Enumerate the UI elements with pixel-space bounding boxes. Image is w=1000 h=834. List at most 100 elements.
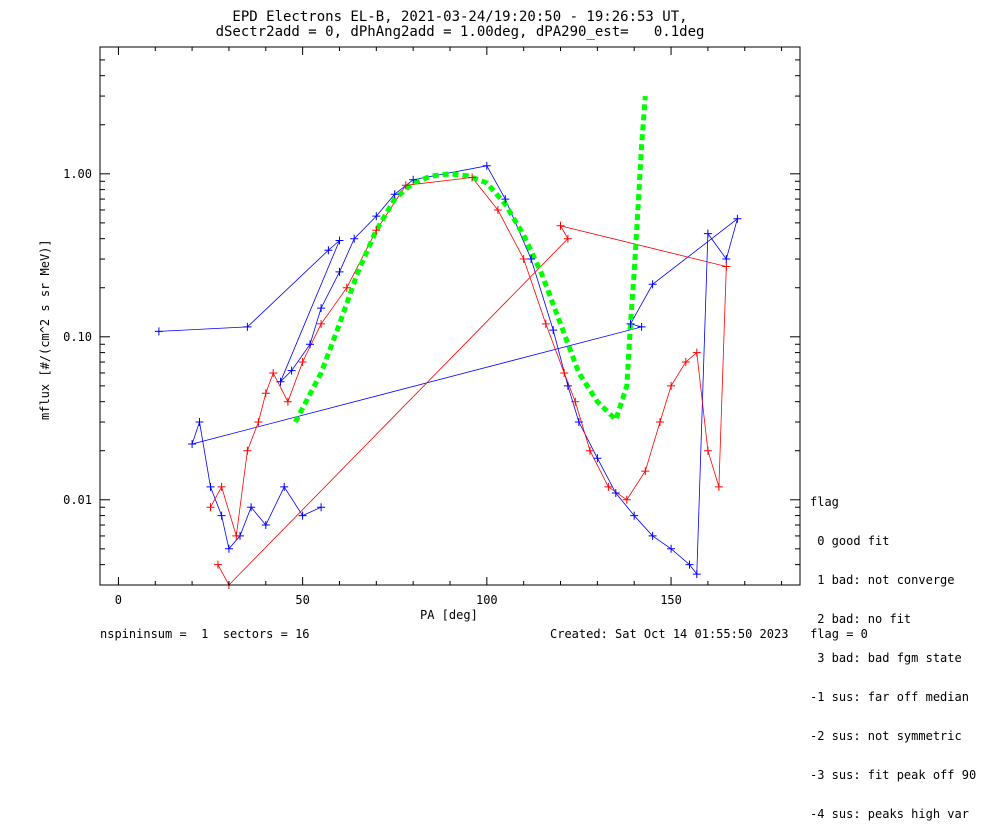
series-0-point-31 xyxy=(637,322,646,331)
series-1-point-29 xyxy=(722,262,731,271)
x-tick-label-0: 0 xyxy=(115,593,122,607)
series-1-point-13 xyxy=(468,173,477,182)
series-0-point-1 xyxy=(243,322,252,331)
series-1-point-31 xyxy=(563,234,572,243)
series-0-point-34 xyxy=(206,482,215,491)
y-tick-label-0: 0.01 xyxy=(63,493,92,507)
series-1-point-8 xyxy=(298,358,307,366)
series-1-point-17 xyxy=(560,369,569,377)
chart-plot: 0 50 100 150 0.01 0.10 1.00 xyxy=(63,46,801,607)
series-0-point-41 xyxy=(298,511,307,520)
series-1-point-3 xyxy=(243,446,252,455)
series-0-point-40 xyxy=(280,482,289,491)
flag-legend-entry: -1 sus: far off median xyxy=(810,690,969,704)
series-0-point-30 xyxy=(626,319,635,328)
flag-legend-entry: 3 bad: bad fgm state xyxy=(810,651,962,665)
series-0-point-38 xyxy=(247,503,256,512)
series-1-point-21 xyxy=(622,495,631,504)
series-1-point-15 xyxy=(519,255,528,263)
series-1-point-30 xyxy=(556,221,565,230)
series-1-point-4 xyxy=(254,418,263,426)
series-1-point-25 xyxy=(681,358,690,366)
chart-title: EPD Electrons EL-B, 2021-03-24/19:20:50 … xyxy=(232,9,688,25)
flag-legend-entry: 0 good fit xyxy=(810,534,890,548)
series-0-point-13 xyxy=(482,161,491,170)
flag-legend-entry: 2 bad: no fit xyxy=(810,612,912,626)
series-1-point-20 xyxy=(604,482,613,491)
series-1-point-6 xyxy=(269,369,278,377)
series-0-point-16 xyxy=(549,326,558,335)
series-1-point-22 xyxy=(641,467,650,476)
series-0-point-5 xyxy=(287,366,296,375)
series-0-point-0 xyxy=(154,327,163,336)
series-0-point-22 xyxy=(648,531,657,540)
trace-layer xyxy=(158,95,739,586)
series-1-point-11 xyxy=(372,226,381,235)
series-0-point-26 xyxy=(703,229,712,238)
y-axis-label: mflux [#/(cm^2 s sr MeV)] xyxy=(38,239,52,420)
series-0-point-35 xyxy=(217,511,226,520)
fit-curve-line xyxy=(293,95,648,425)
series-1-point-18 xyxy=(571,397,580,406)
series-1-point-12 xyxy=(401,181,410,190)
series-0-point-11 xyxy=(390,190,399,199)
axes-layer: 0 50 100 150 0.01 0.10 1.00 xyxy=(63,46,800,607)
x-tick-label-2: 100 xyxy=(476,593,498,607)
series-1-point-2 xyxy=(232,531,241,540)
series-0-point-36 xyxy=(224,544,233,553)
series-0-point-7 xyxy=(317,304,326,313)
series-0-point-25 xyxy=(692,570,701,579)
series-0-point-20 xyxy=(611,489,620,497)
series-0-point-3 xyxy=(335,236,344,245)
y-tick-label-1: 0.10 xyxy=(63,330,92,344)
series-1-point-27 xyxy=(703,446,712,455)
chart-subtitle: dSectr2add = 0, dPhAng2add = 1.00deg, dP… xyxy=(215,24,705,40)
series-0-point-17 xyxy=(563,381,572,390)
mark-layer xyxy=(154,161,742,589)
flag-legend-entry: -2 sus: not symmetric xyxy=(810,729,962,743)
series-1-point-16 xyxy=(541,319,550,328)
x-tick-label-1: 50 xyxy=(295,593,309,607)
series-0-point-15 xyxy=(527,255,536,263)
flag-legend-entry: -3 sus: fit peak off 90 xyxy=(810,768,977,782)
series-1-point-19 xyxy=(586,446,594,455)
series-0-point-2 xyxy=(324,246,333,255)
series-0-point-21 xyxy=(630,511,639,520)
plot-frame xyxy=(99,46,801,586)
series-1-line xyxy=(210,177,727,586)
series-1-point-26 xyxy=(692,348,701,357)
flag-legend: flag 0 good fit 1 bad: not converge 2 ba… xyxy=(810,470,976,834)
series-1-point-23 xyxy=(656,418,664,426)
series-1-point-9 xyxy=(317,319,326,328)
series-0-point-28 xyxy=(733,214,742,223)
y-tick-label-2: 1.00 xyxy=(63,167,92,181)
footer-left: nspininsum = 1 sectors = 16 xyxy=(100,627,310,641)
series-0-point-42 xyxy=(317,503,326,512)
series-0-line xyxy=(158,165,739,576)
series-0-point-32 xyxy=(188,440,197,448)
series-0-point-23 xyxy=(667,544,676,553)
series-0-point-27 xyxy=(722,255,731,263)
series-1-point-24 xyxy=(667,381,676,390)
series-0-point-39 xyxy=(261,521,270,529)
series-0-point-4 xyxy=(276,377,285,386)
series-1-point-14 xyxy=(493,206,502,214)
footer-right: Created: Sat Oct 14 01:55:50 2023 flag =… xyxy=(550,627,868,641)
series-0-point-8 xyxy=(335,267,344,276)
series-0-point-18 xyxy=(574,418,583,426)
series-0-point-12 xyxy=(409,175,418,184)
series-0-point-24 xyxy=(685,560,694,569)
series-0-point-33 xyxy=(195,418,204,426)
x-axis-label: PA [deg] xyxy=(420,608,478,622)
series-1-point-1 xyxy=(217,482,226,491)
series-0-point-9 xyxy=(350,234,359,243)
flag-legend-entry: -4 sus: peaks high var xyxy=(810,807,969,821)
series-0-point-10 xyxy=(372,212,381,221)
x-tick-label-3: 150 xyxy=(660,593,682,607)
series-1-point-10 xyxy=(342,283,351,292)
series-0-point-19 xyxy=(593,454,602,463)
flag-legend-title: flag xyxy=(810,495,839,509)
flag-legend-entry: 1 bad: not converge xyxy=(810,573,955,587)
series-1-point-0 xyxy=(206,503,215,512)
series-1-point-7 xyxy=(283,397,292,406)
